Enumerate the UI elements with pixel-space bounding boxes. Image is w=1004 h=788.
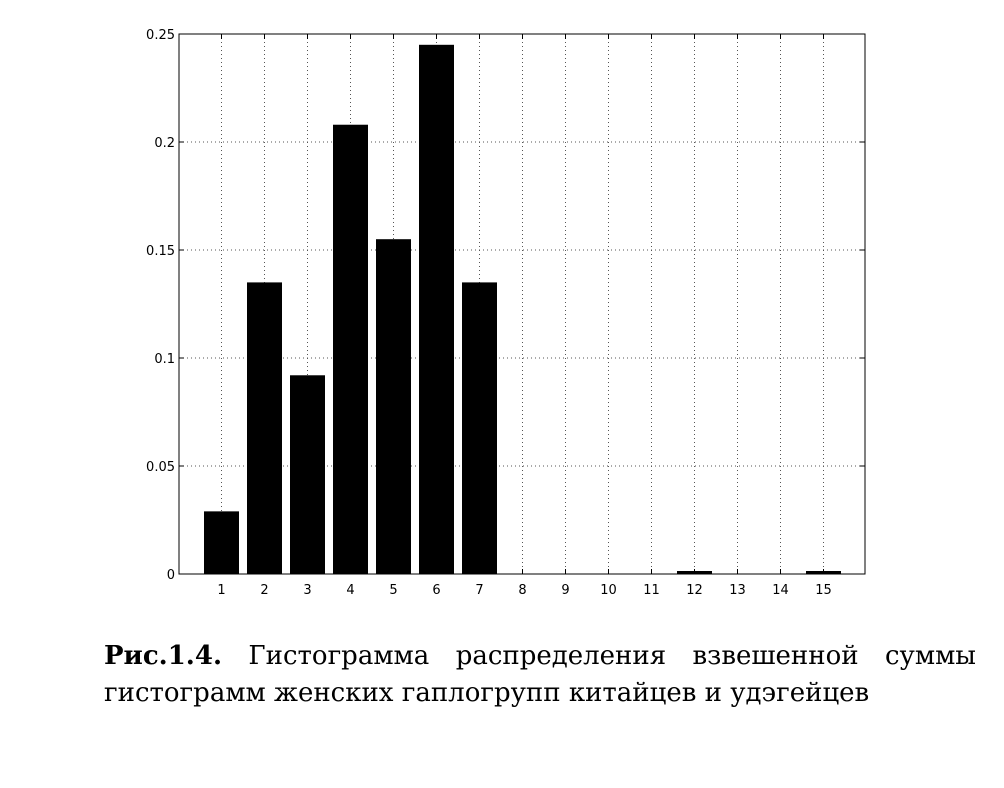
y-tick-label: 0.1 [154, 352, 175, 367]
caption-word-4: суммы [884, 641, 976, 671]
bar [204, 511, 239, 574]
y-tick-labels: 0 0.05 0.1 0.15 0.2 0.25 [146, 28, 175, 583]
x-tick-label: 13 [729, 583, 746, 598]
x-tick-label: 5 [389, 583, 397, 598]
x-tick-label: 14 [772, 583, 789, 598]
y-tick-label: 0 [167, 568, 175, 583]
bars-group [204, 44, 841, 575]
y-tick-label: 0.2 [154, 136, 175, 151]
x-tick-label: 1 [217, 583, 225, 598]
x-tick-label: 7 [475, 583, 483, 598]
bar [247, 282, 282, 574]
y-tick-label: 0.25 [146, 28, 175, 43]
figure-caption: Рис.1.4. Гистограмма распределения взвеш… [104, 638, 976, 712]
histogram-chart: 00.050.10.150.20.25 1 2 3 4 5 6 7 8 9 10 11 12 13 14 1… [146, 28, 866, 598]
caption-line-1: Рис.1.4. Гистограмма распределения взвеш… [104, 638, 976, 675]
x-tick-label: 12 [686, 583, 703, 598]
x-tick-label: 11 [643, 583, 660, 598]
x-tick-label: 3 [303, 583, 311, 598]
x-tick-label: 15 [815, 583, 832, 598]
bar [462, 282, 497, 574]
figure-label: Рис.1.4. [104, 641, 223, 671]
bar [419, 44, 454, 575]
bar [290, 375, 325, 574]
bar [333, 124, 368, 574]
caption-word-1: Гистограмма [248, 641, 430, 671]
x-tick-label: 8 [518, 583, 526, 598]
caption-word-3: взвешенной [692, 641, 859, 671]
caption-line-2: гистограмм женских гаплогрупп китайцев и… [104, 678, 870, 708]
x-tick-label: 9 [561, 583, 569, 598]
x-tick-label: 4 [346, 583, 354, 598]
x-tick-label: 2 [260, 583, 268, 598]
x-tick-label: 10 [600, 583, 617, 598]
y-tick-label: 0.05 [146, 460, 175, 475]
x-tick-label: 6 [432, 583, 440, 598]
y-tick-label: 0.15 [146, 244, 175, 259]
bar [376, 239, 411, 574]
caption-word-2: распределения [455, 641, 667, 671]
axis-ticks [179, 33, 865, 575]
x-tick-labels: 1 2 3 4 5 6 7 8 9 10 11 12 13 14 15 [217, 583, 831, 598]
